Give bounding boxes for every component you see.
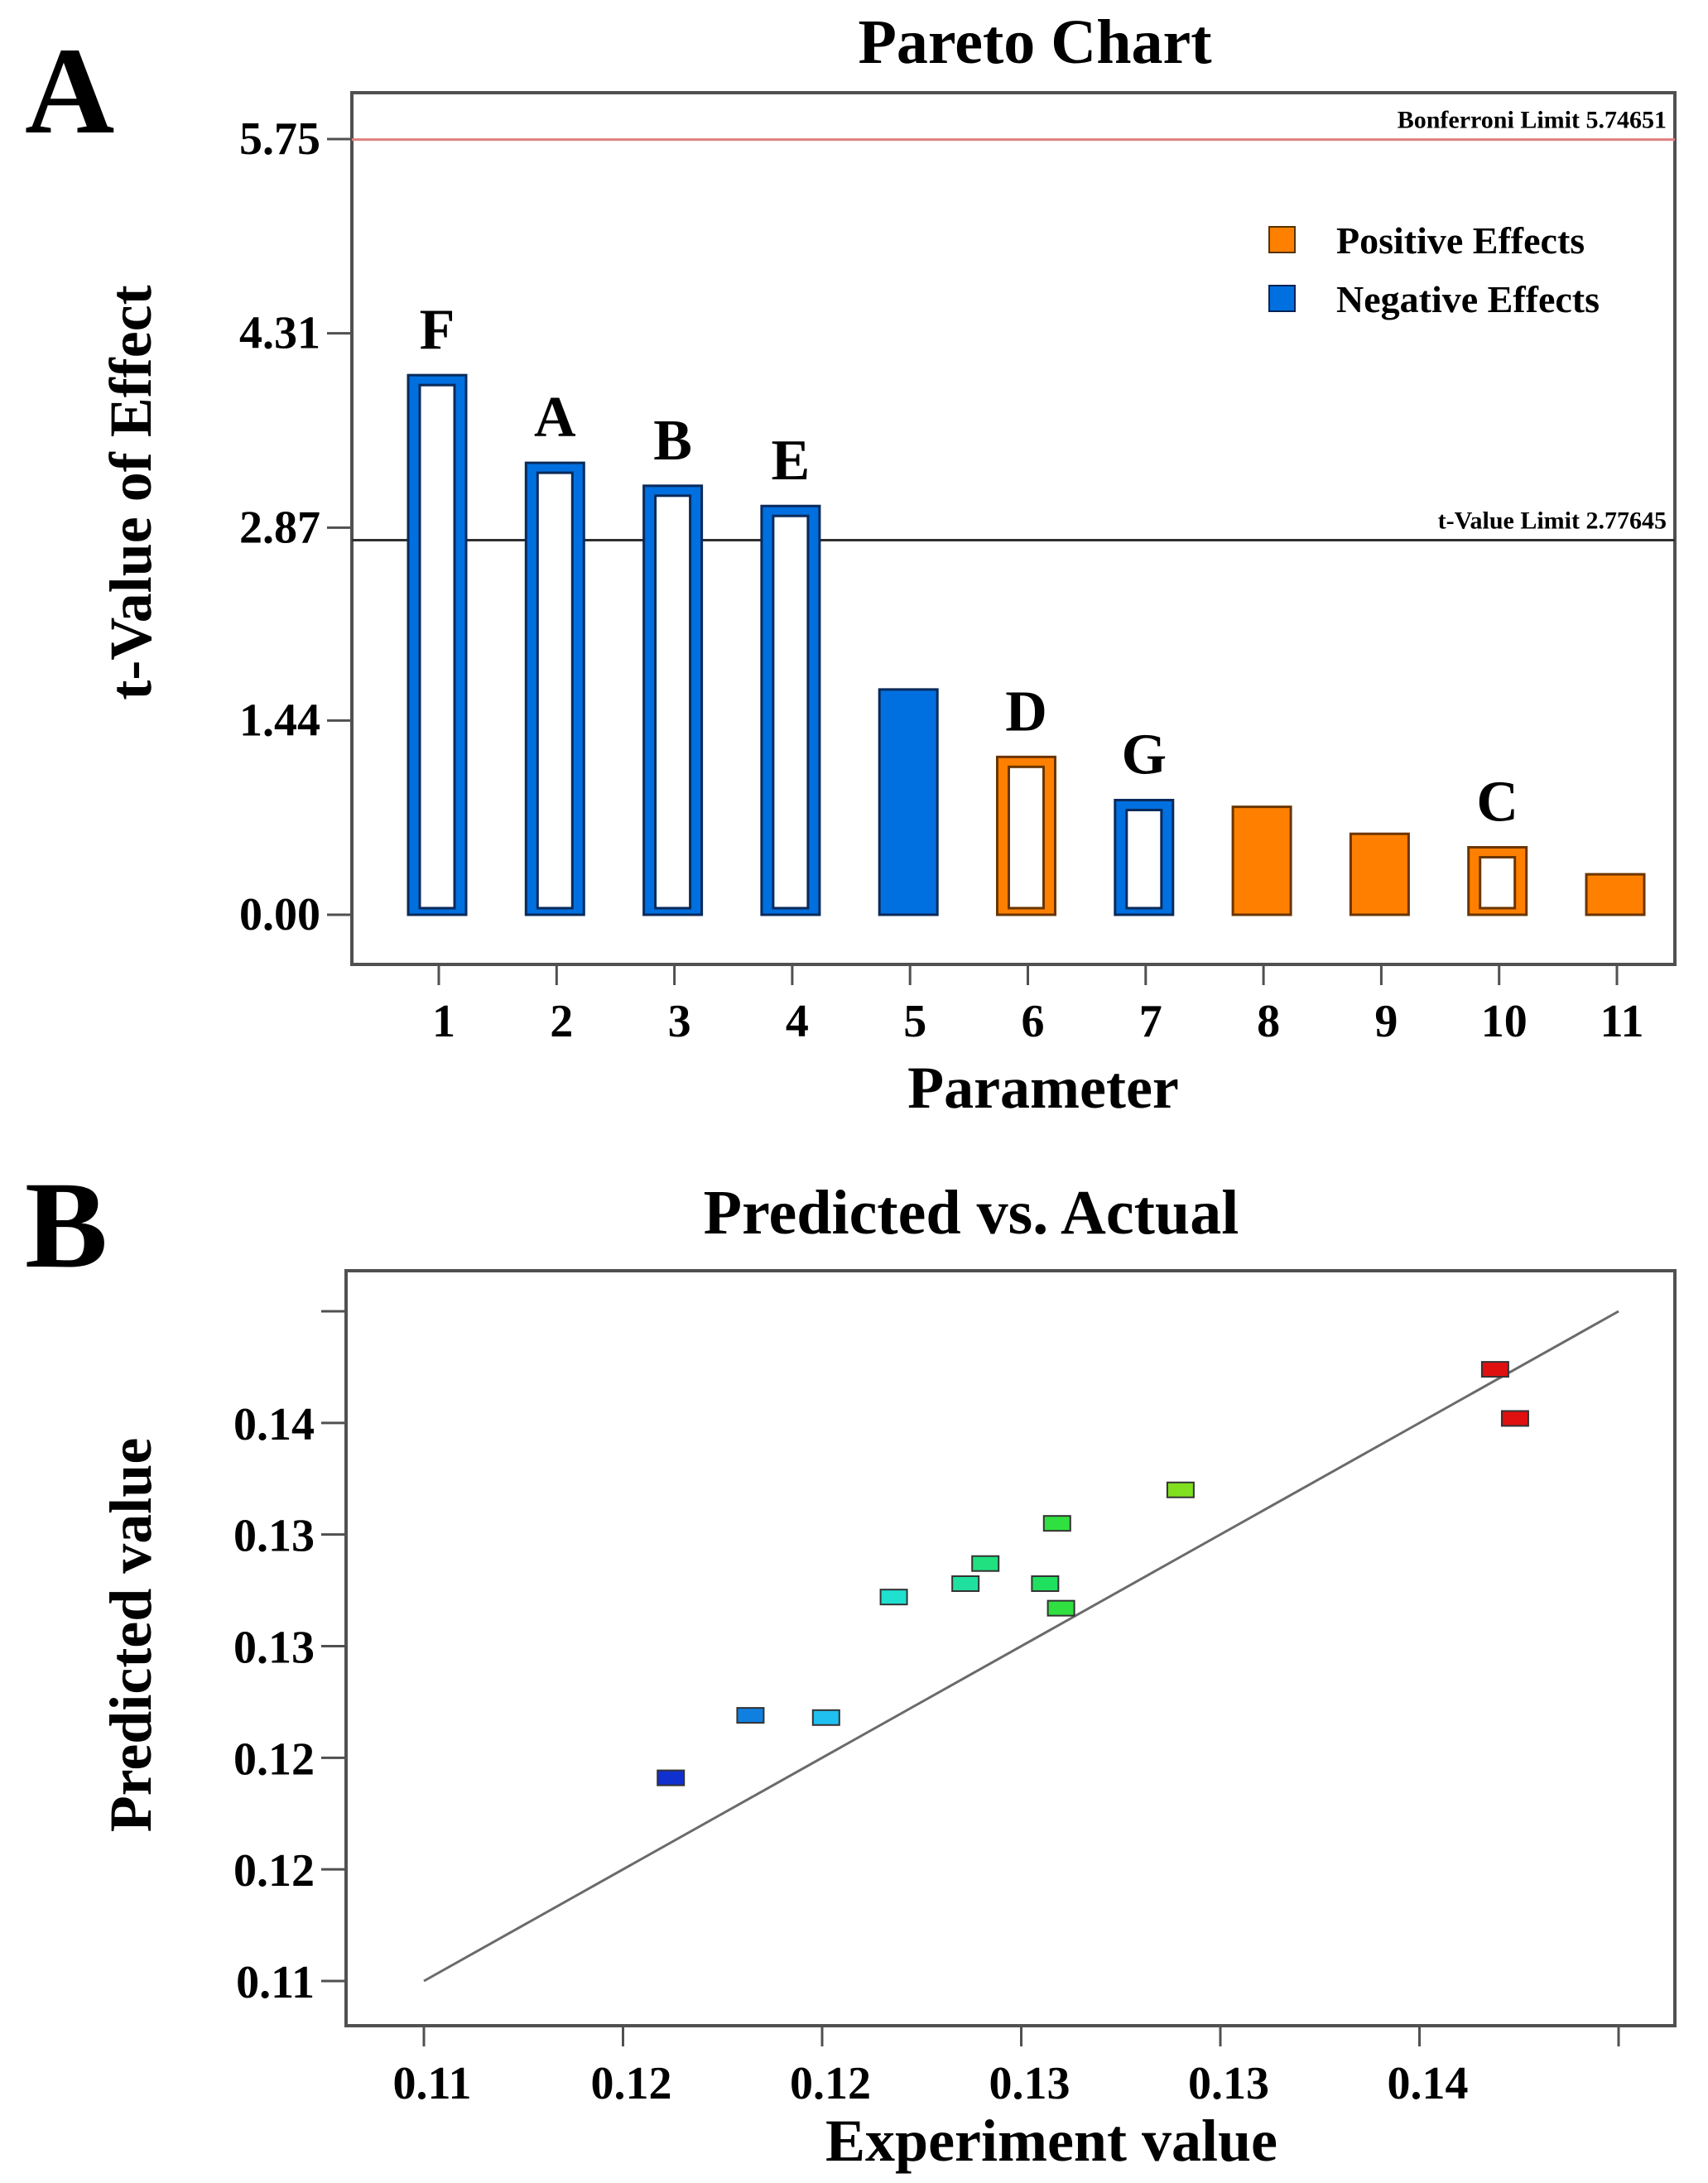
pareto-y-tick-label: 1.44 [239, 695, 320, 746]
pareto-x-tick-label: 7 [1139, 996, 1162, 1047]
scatter-point [1046, 1599, 1075, 1617]
scatter-y-tick-label: 0.12 [233, 1733, 315, 1785]
pareto-x-ticks: 1 2 3 4 5 6 7 8 9 10 11 [432, 964, 1643, 1047]
pareto-x-tick-label: 5 [903, 996, 926, 1047]
pareto-bar-label: D [1005, 680, 1047, 743]
scatter-x-tick-label: 0.13 [989, 2058, 1071, 2109]
pareto-bar-hollow [418, 383, 456, 910]
pareto-bar-label: A [534, 386, 576, 450]
pareto-bar-label: E [772, 429, 811, 493]
scatter-x-ticks: 0.11 0.12 0.12 0.13 0.13 0.14 [393, 2026, 1620, 2109]
legend-positive-swatch [1268, 226, 1296, 253]
pareto-bar-hollow [536, 471, 574, 910]
pareto-x-tick-label: 6 [1022, 996, 1045, 1047]
pareto-y-tick-label: 0.00 [239, 889, 320, 940]
scatter-point [1166, 1481, 1195, 1498]
panel-a: A Pareto Chart 0.00 1.44 2.87 4.31 5.75 1 2 3 4… [25, 7, 1677, 1121]
scatter-point [1500, 1410, 1529, 1427]
scatter-point [736, 1707, 765, 1724]
pareto-x-tick-label: 11 [1600, 996, 1644, 1047]
scatter-y-tick-label: 0.12 [233, 1845, 315, 1897]
pareto-bar-hollow [1008, 765, 1045, 910]
pareto-x-tick-label: 10 [1481, 996, 1528, 1047]
scatter-x-tick-label: 0.12 [591, 2058, 672, 2109]
pareto-bar-hollow [654, 494, 692, 910]
pareto-bar [1231, 805, 1292, 916]
limit-label-t-value: t-Value Limit 2.77645 [1438, 507, 1667, 535]
pareto-y-ticks: 0.00 1.44 2.87 4.31 5.75 [239, 113, 352, 940]
scatter-points [657, 1361, 1529, 1786]
pareto-bar-hollow [1479, 856, 1517, 910]
pareto-bar-hollow [772, 514, 810, 910]
pareto-legend: Positive Effects Negative Effects [1268, 219, 1600, 320]
scatter-y-tick-label: 0.14 [233, 1399, 315, 1450]
pareto-bar-hollow [1125, 808, 1163, 910]
scatter-point [1480, 1361, 1509, 1378]
scatter-y-tick-label: 0.11 [236, 1957, 315, 2008]
pareto-y-tick-label: 5.75 [239, 113, 320, 165]
scatter-x-tick-label: 0.13 [1188, 2058, 1269, 2109]
panel-b: B Predicted vs. Actual 0.110.120.120.130… [25, 1156, 1677, 2174]
pareto-x-axis-label: Parameter [907, 1055, 1179, 1121]
scatter-y-tick-label: 0.13 [233, 1623, 315, 1674]
pareto-x-tick-label: 2 [550, 996, 573, 1047]
pareto-bar [1585, 873, 1646, 916]
scatter-title: Predicted vs. Actual [704, 1178, 1239, 1248]
pareto-bar-label: C [1476, 771, 1518, 834]
legend-negative-label: Negative Effects [1336, 278, 1600, 320]
pareto-bar-label: G [1122, 723, 1167, 786]
scatter-x-tick-label: 0.14 [1388, 2058, 1469, 2109]
panel-b-letter: B [25, 1156, 108, 1294]
scatter-x-tick-label: 0.11 [393, 2058, 472, 2109]
scatter-y-axis-label: Predicted value [98, 1438, 164, 1833]
limit-label-bonferroni: Bonferroni Limit 5.74651 [1398, 107, 1667, 134]
pareto-title: Pareto Chart [858, 7, 1211, 77]
scatter-point [1042, 1515, 1071, 1532]
pareto-x-tick-label: 8 [1257, 996, 1280, 1047]
pareto-bar-label: F [420, 298, 455, 362]
legend-negative-swatch [1268, 285, 1296, 312]
scatter-y-tick-label: 0.13 [233, 1511, 315, 1562]
scatter-y-ticks: 0.11 0.12 0.12 0.13 0.13 0.14 [233, 1310, 346, 2008]
scatter-x-tick-label: 0.12 [790, 2058, 871, 2109]
pareto-y-tick-label: 2.87 [239, 502, 320, 553]
scatter-point [1031, 1575, 1060, 1592]
pareto-y-tick-label: 4.31 [239, 308, 320, 359]
scatter-point [879, 1589, 908, 1606]
pareto-x-tick-label: 3 [668, 996, 691, 1047]
pareto-bars: F A B E D G C [407, 298, 1646, 916]
scatter-point [811, 1709, 840, 1726]
panel-a-letter: A [25, 22, 114, 160]
pareto-bar [878, 688, 939, 916]
scatter-point [951, 1575, 980, 1592]
scatter-point [657, 1769, 686, 1786]
pareto-bar-label: B [653, 409, 692, 473]
pareto-bar [1349, 832, 1410, 916]
pareto-x-tick-label: 9 [1374, 996, 1398, 1047]
pareto-x-tick-label: 4 [786, 996, 809, 1047]
scatter-x-axis-label: Experiment value [825, 2108, 1277, 2174]
legend-positive-label: Positive Effects [1336, 219, 1585, 262]
pareto-x-tick-label: 1 [432, 996, 455, 1047]
scatter-fit-line [423, 1310, 1619, 1983]
pareto-y-axis-label: t-Value of Effect [98, 285, 164, 700]
scatter-plot-frame [344, 1269, 1677, 2027]
scatter-point [971, 1555, 1000, 1572]
